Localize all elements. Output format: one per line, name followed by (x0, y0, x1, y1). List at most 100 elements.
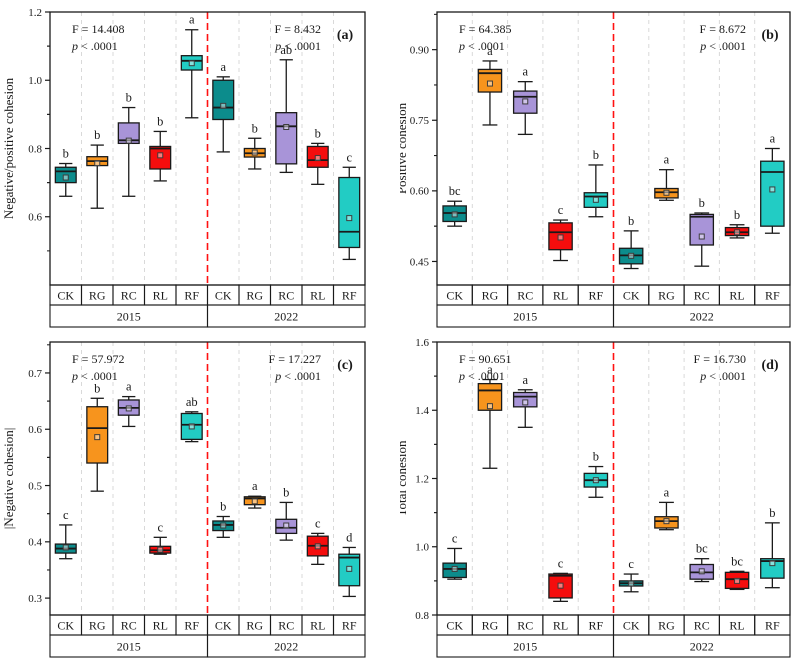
significance-letter: a (126, 380, 132, 394)
panel-background (0, 0, 400, 330)
treatment-label: RC (278, 289, 294, 303)
p-value-right: p < .0001 (274, 39, 321, 53)
iqr-box (689, 213, 715, 246)
box-ck-2022: a (212, 60, 235, 153)
box-rf-2022: c (338, 150, 361, 261)
year-cell (206, 304, 366, 328)
mean-marker (486, 403, 493, 410)
mean-marker (94, 160, 101, 167)
mean-marker (663, 518, 670, 525)
panel-letter: (c) (337, 358, 353, 373)
iqr-box (306, 145, 329, 168)
box-rl-2015: c (548, 203, 573, 262)
significance-letter: b (252, 121, 258, 135)
mean-marker (62, 544, 69, 551)
iqr-box (724, 571, 750, 590)
mean-marker (769, 186, 776, 193)
significance-letter: a (220, 60, 226, 74)
treatment-label: RG (246, 289, 263, 303)
mean-marker (125, 405, 132, 412)
treatment-label: RG (482, 619, 499, 633)
y-tick-label: 0.6 (28, 212, 42, 224)
significance-letter: c (628, 557, 634, 571)
treatment-label: CK (215, 289, 232, 303)
y-axis-title: Positive cohesion (400, 102, 409, 194)
mean-marker (220, 522, 227, 529)
y-tick-label: 0.60 (410, 186, 430, 198)
box-ck-2022: c (618, 557, 644, 593)
box-rc-2022: b (689, 196, 715, 267)
box-rc-2015: a (117, 380, 140, 428)
mean-marker (188, 423, 195, 430)
y-tick-label: 1.6 (415, 337, 429, 349)
iqr-box (338, 553, 361, 587)
y-tick-label: 1.4 (415, 405, 429, 417)
iqr-box (548, 222, 573, 251)
significance-letter: a (487, 44, 493, 58)
y-tick-label: 0.7 (28, 368, 42, 380)
significance-letter: c (558, 203, 564, 217)
mean-marker (592, 477, 599, 484)
treatment-label: RL (729, 289, 744, 303)
significance-letter: a (770, 132, 776, 146)
mean-marker (698, 568, 705, 575)
y-axis-title: Negative/positive cohesion (1, 77, 16, 219)
box-ck-2015: c (54, 508, 77, 560)
y-tick-label: 0.4 (28, 537, 42, 549)
panel-b-chart: 0.45 0.60 0.75 0.90 bc a a c b b a b b a F = 64.385 p <… (400, 0, 800, 330)
y-axis-title: |Negative cohesion| (1, 428, 16, 530)
iqr-box (442, 562, 467, 579)
box-rg-2015: a (477, 363, 503, 469)
treatment-label: RG (89, 619, 106, 633)
significance-letter: c (315, 516, 321, 530)
significance-letter: c (452, 531, 458, 545)
mean-marker (734, 229, 741, 236)
significance-letter: b (94, 381, 100, 395)
mean-marker (251, 498, 258, 505)
panel-background (400, 330, 800, 661)
p-value-left: p < .0001 (458, 369, 505, 383)
significance-letter: a (487, 363, 493, 377)
mean-marker (628, 252, 635, 259)
significance-letter: bc (449, 184, 461, 198)
box-rg-2022: b (243, 121, 266, 170)
treatment-label: RC (121, 619, 137, 633)
box-rl-2015: c (149, 520, 172, 555)
year-label: 2015 (513, 640, 537, 654)
mean-marker (251, 149, 258, 156)
y-tick-label: 0.5 (28, 480, 42, 492)
iqr-box (654, 187, 679, 199)
mean-marker (283, 522, 290, 529)
mean-marker (157, 546, 164, 553)
treatment-label: RG (89, 289, 106, 303)
y-tick-label: 0.8 (415, 610, 429, 622)
treatment-label: RL (153, 619, 168, 633)
y-axis-title: Total cohesion (400, 440, 409, 516)
f-stat-left: F = 90.651 (459, 352, 511, 366)
box-rc-2022: b (275, 485, 298, 541)
treatment-label: RF (765, 289, 780, 303)
panel-letter: (d) (761, 358, 778, 373)
significance-letter: a (189, 13, 195, 27)
treatment-label: RF (765, 619, 780, 633)
mean-marker (346, 215, 353, 222)
f-stat-left: F = 57.972 (72, 352, 124, 366)
box-rl-2022: bc (724, 554, 750, 591)
panel-c: 0.3 0.4 0.5 0.6 0.7 c b a c ab b a b c d F = 57.972 p < … (0, 330, 400, 661)
treatment-label: RL (553, 289, 568, 303)
mean-marker (592, 196, 599, 203)
significance-letter: b (628, 214, 634, 228)
box-rl-2015: b (149, 114, 172, 182)
treatment-label: RL (553, 619, 568, 633)
significance-letter: b (220, 499, 226, 513)
box-ck-2022: b (212, 499, 235, 538)
treatment-label: RL (310, 619, 325, 633)
f-stat-left: F = 14.408 (72, 22, 124, 36)
box-rg-2022: a (243, 479, 266, 509)
significance-letter: b (593, 450, 599, 464)
box-rc-2015: a (512, 65, 538, 136)
treatment-label: RC (694, 619, 710, 633)
iqr-box (760, 558, 785, 579)
